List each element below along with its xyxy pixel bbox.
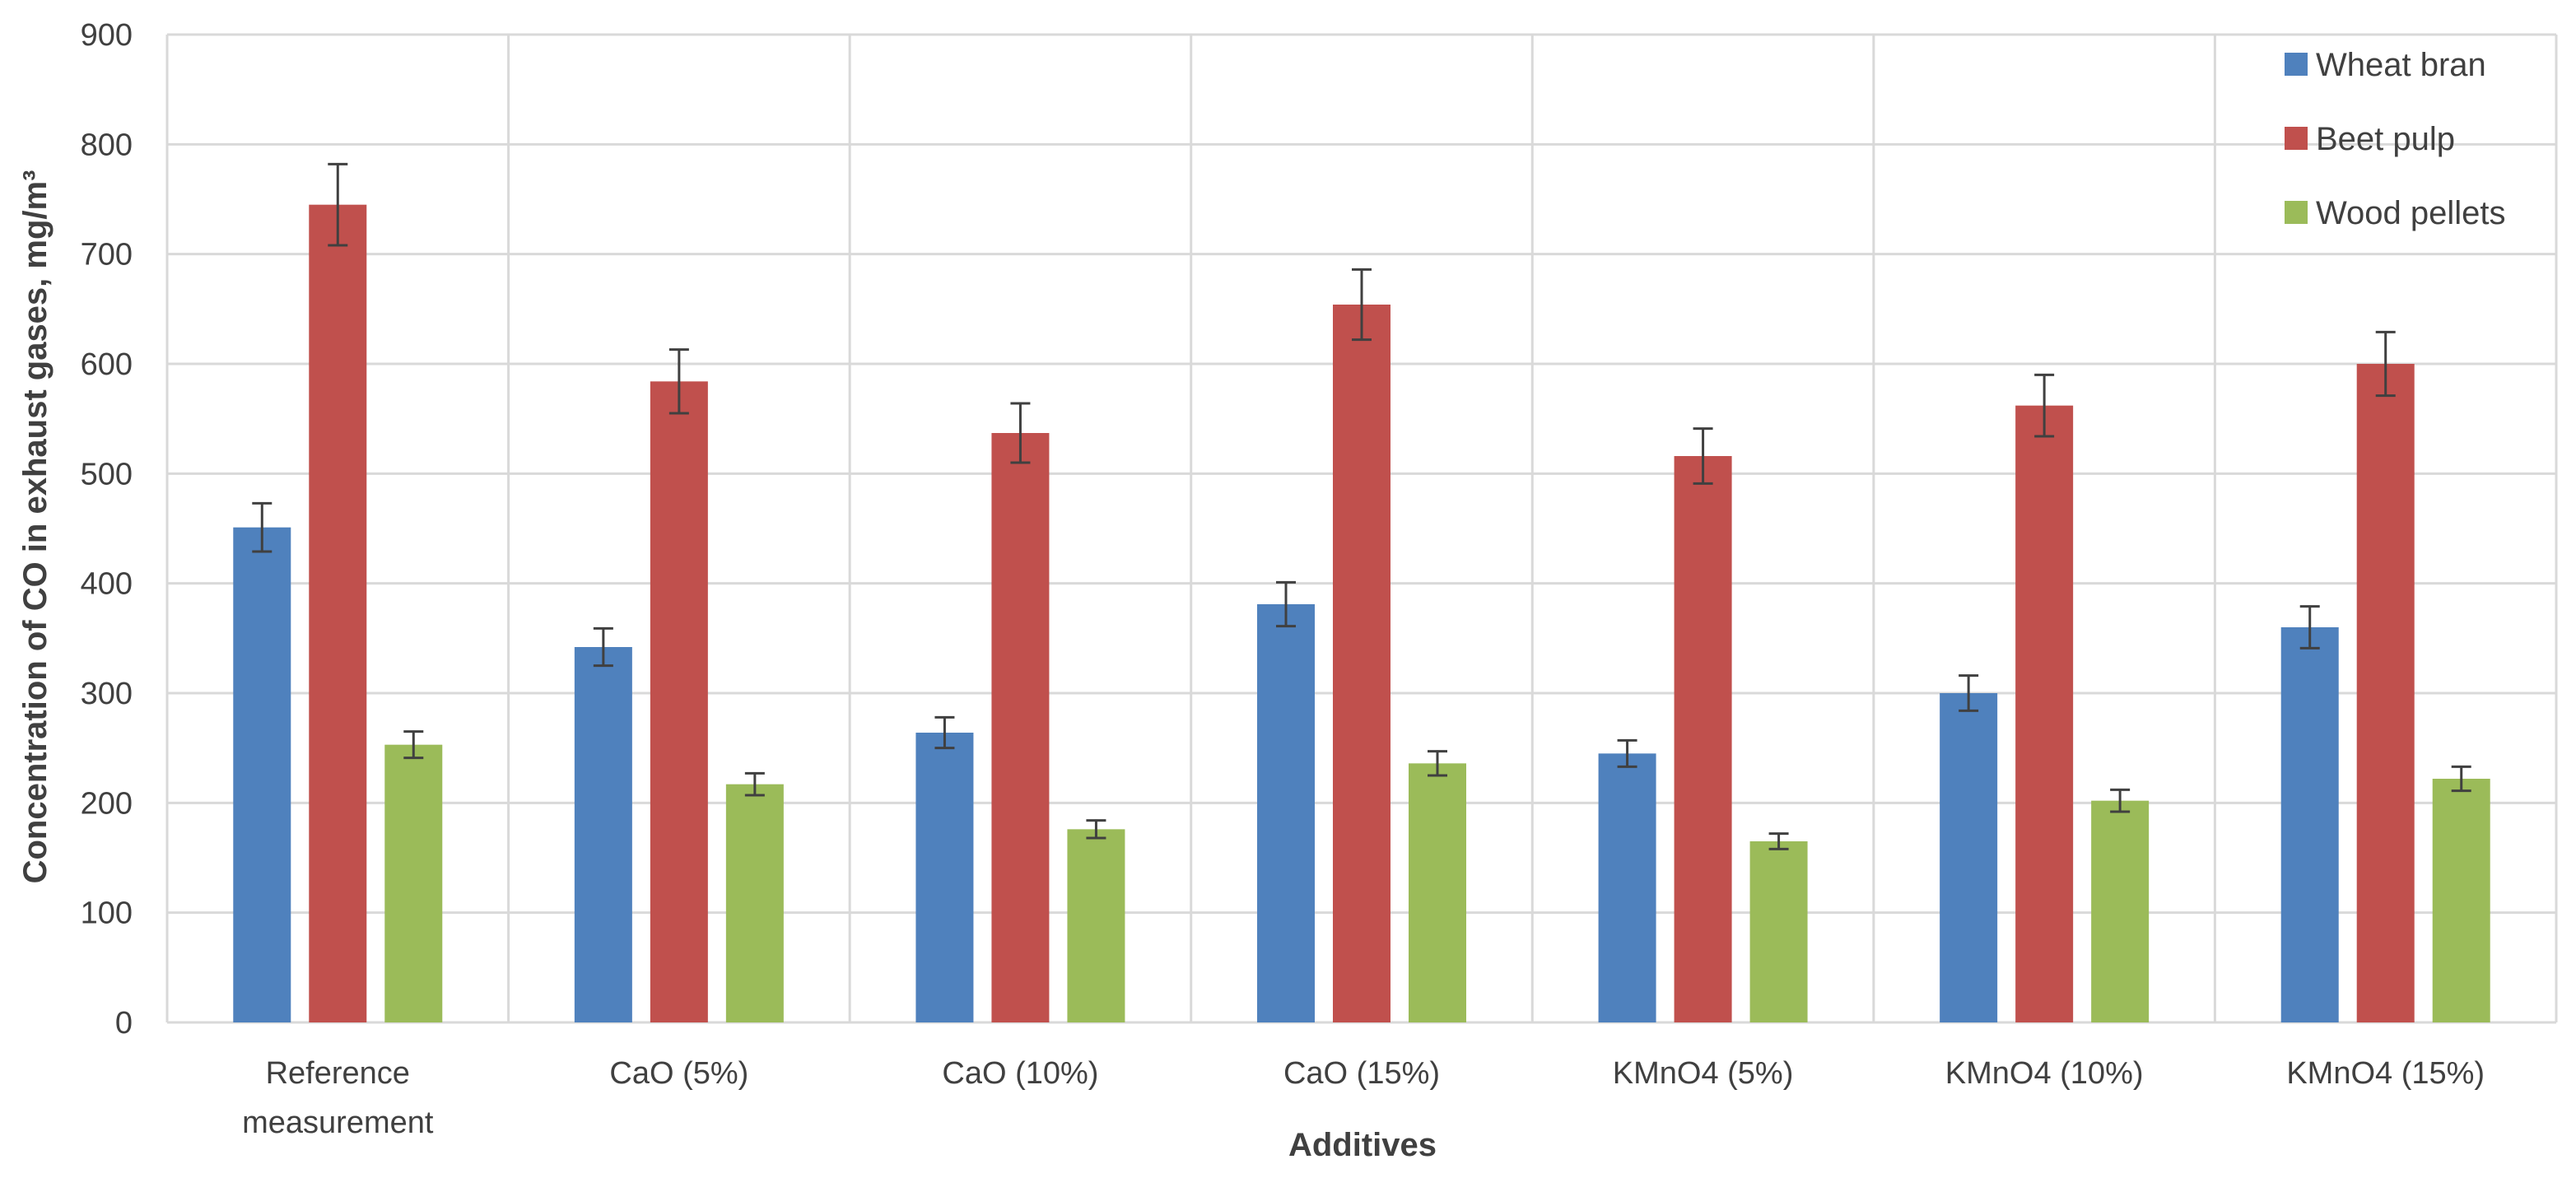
- legend: Wheat bran Beet pulp Wood pellets: [2285, 47, 2506, 231]
- y-tick-label: 600: [81, 347, 133, 382]
- y-tick-label: 900: [81, 18, 133, 53]
- y-tick-label: 400: [81, 567, 133, 602]
- x-category-labels: Reference measurement CaO (5%) CaO (10%) CaO…: [242, 1056, 2485, 1140]
- bar: [725, 784, 784, 1022]
- y-tick-label: 500: [81, 457, 133, 491]
- x-category-label: KMnO4 (10%): [1945, 1056, 2144, 1091]
- error-bars: [252, 162, 2471, 850]
- bar: [1067, 829, 1125, 1022]
- y-tick-label: 100: [81, 896, 133, 931]
- x-category-label: KMnO4 (5%): [1613, 1056, 1794, 1091]
- bar: [2280, 627, 2339, 1022]
- bar: [1674, 456, 1732, 1022]
- bar: [1409, 763, 1466, 1022]
- x-category-label: CaO (15%): [1283, 1056, 1440, 1091]
- bar: [1749, 841, 1808, 1022]
- bar: [309, 204, 367, 1022]
- y-tick-label: 300: [81, 677, 133, 711]
- y-tick-label: 700: [81, 238, 133, 272]
- x-axis-title: Additives: [1288, 1127, 1437, 1163]
- bar: [991, 433, 1050, 1022]
- legend-swatch: [2285, 53, 2308, 76]
- legend-label: Wheat bran: [2316, 47, 2486, 83]
- x-category-label: Reference: [266, 1056, 410, 1091]
- bar: [1333, 305, 1390, 1022]
- y-tick-labels: 0 100 200 300 400 500 600 700 800 900: [81, 18, 133, 1041]
- bar: [2091, 800, 2150, 1022]
- bars: [233, 204, 2490, 1023]
- bar: [1257, 604, 1315, 1022]
- bar: [915, 733, 974, 1022]
- legend-swatch: [2285, 127, 2308, 150]
- x-category-label: CaO (5%): [609, 1056, 748, 1091]
- x-category-label: measurement: [242, 1106, 434, 1140]
- x-category-label: KMnO4 (15%): [2286, 1056, 2485, 1091]
- y-tick-label: 200: [81, 786, 133, 821]
- bar: [1598, 753, 1656, 1022]
- x-category-label: CaO (10%): [942, 1056, 1098, 1091]
- y-axis-title: Concentration of CO in exhaust gases, mg…: [17, 170, 54, 884]
- bar: [2432, 779, 2490, 1022]
- y-tick-label: 800: [81, 128, 133, 162]
- bar: [2015, 405, 2074, 1023]
- bar: [233, 527, 291, 1022]
- bar: [2356, 364, 2415, 1022]
- legend-label: Beet pulp: [2316, 121, 2455, 157]
- bar: [384, 744, 443, 1022]
- legend-label: Wood pellets: [2316, 195, 2506, 231]
- bar: [574, 647, 632, 1022]
- y-tick-label: 0: [115, 1006, 133, 1041]
- legend-swatch: [2285, 201, 2308, 224]
- bar: [650, 381, 708, 1022]
- bar: [1940, 693, 1998, 1022]
